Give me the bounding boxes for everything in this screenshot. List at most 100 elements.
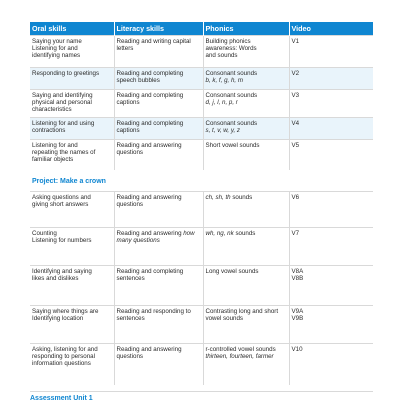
phonics-cell-line: and sounds <box>205 52 238 60</box>
literacy-skills-cell-line: captions <box>116 127 140 135</box>
oral-skills-cell: Saying and identifying physical and perso… <box>30 89 115 118</box>
phonics-cell: Contrasting long and short vowel sounds <box>203 304 290 344</box>
oral-skills-cell-line: Asking questions and <box>32 193 91 201</box>
video-cell: V9A V9B <box>289 304 373 344</box>
literacy-skills-cell-line: Reading and writing capital <box>116 38 191 45</box>
oral-skills-cell-line: characteristics <box>32 106 72 114</box>
oral-skills-cell: Saying your name Listening for and identif… <box>30 35 115 68</box>
phonics-cell-italic: s, t, v, w, y, z <box>205 127 241 135</box>
literacy-skills-cell-line: questions <box>116 149 144 157</box>
video-cell-line: V8A <box>291 267 304 275</box>
literacy-skills-cell-line: sentences <box>116 314 145 322</box>
phonics-cell: Long vowel sounds <box>203 264 290 306</box>
phonics-cell-line: Consonant sounds <box>205 70 258 77</box>
video-cell: V8A V8B <box>289 264 373 306</box>
header-video: Video <box>289 22 373 36</box>
oral-skills-cell: Responding to greetings <box>30 67 115 90</box>
literacy-skills-cell: Reading and answering questions <box>114 342 204 386</box>
video-cell: V10 <box>289 342 373 386</box>
oral-skills-cell-line: Saying your name <box>32 38 82 45</box>
phonics-cell-line: Building phonics <box>205 38 251 45</box>
literacy-skills-cell: Reading and completing captions <box>114 89 204 118</box>
literacy-skills-cell-line: questions <box>116 352 144 360</box>
oral-skills-cell-line: identifying names <box>32 52 81 60</box>
literacy-skills-cell: Reading and answering questions <box>114 139 204 170</box>
video-cell-line: V6 <box>291 193 300 201</box>
phonics-cell: Consonant sounds d, j, l, n, p, r <box>203 89 290 118</box>
phonics-cell: wh, ng, nk sounds <box>203 226 290 266</box>
table-row: Identifying and saying likes and dislikes… <box>30 264 373 306</box>
oral-skills-cell-line: familiar objects <box>32 156 74 164</box>
literacy-skills-cell: Reading and completing captions <box>114 117 204 140</box>
oral-skills-cell: Listening for and repeating the names of f… <box>30 139 115 170</box>
literacy-skills-cell: Reading and completing speech bubbles <box>114 67 204 90</box>
oral-skills-cell-line: Responding to greetings <box>32 70 100 77</box>
literacy-skills-cell-line: Reading and answering <box>116 193 182 201</box>
video-cell-line: V4 <box>291 120 300 127</box>
table-row: Listening for and repeating the names of f… <box>30 139 373 170</box>
literacy-skills-cell-line: sentences <box>116 274 145 282</box>
video-cell-line: V9B <box>291 314 304 322</box>
video-cell-line: V10 <box>291 345 303 353</box>
oral-skills-cell-line: information questions <box>32 360 91 368</box>
literacy-skills-cell: Reading and responding to sentences <box>114 304 204 344</box>
video-cell-line: V9A <box>291 307 304 315</box>
phonics-cell: Consonant sounds b, k, f, g, h, m <box>203 67 290 90</box>
video-cell: V4 <box>289 117 373 140</box>
oral-skills-cell-line: Asking, listening for and <box>32 345 98 353</box>
table-row: Counting Listening for numbers Reading and… <box>30 226 373 266</box>
phonics-cell: ch, sh, th sounds <box>203 190 290 228</box>
literacy-skills-cell: Reading and completing sentences <box>114 264 204 306</box>
oral-skills-cell: Asking, listening for and responding to p… <box>30 342 115 386</box>
oral-skills-cell-line: Counting <box>32 229 57 237</box>
video-cell: V3 <box>289 89 373 118</box>
video-cell: V5 <box>289 139 373 170</box>
table-body: Saying your name Listening for and identif… <box>30 35 373 386</box>
literacy-skills-cell-line: Reading and completing <box>116 70 184 77</box>
oral-skills-cell-line: Listening for numbers <box>32 236 92 244</box>
literacy-skills-cell-line: captions <box>116 99 140 107</box>
oral-skills-cell: Listening for and using contractions <box>30 117 115 140</box>
phonics-cell: Building phonics awareness: Words and soun… <box>203 35 290 68</box>
oral-skills-cell-line: Listening for and <box>32 45 78 53</box>
oral-skills-cell: Asking questions and giving short answers <box>30 190 115 228</box>
literacy-skills-cell-line: Reading and completing <box>116 120 184 127</box>
phonics-cell-line: awareness: Words <box>205 45 257 53</box>
video-cell-line: V5 <box>291 142 300 149</box>
oral-skills-cell: Identifying and saying likes and dislikes <box>30 264 115 306</box>
oral-skills-cell: Counting Listening for numbers <box>30 226 115 266</box>
phonics-cell-line: Short vowel sounds <box>205 142 260 149</box>
table-row: Asking questions and giving short answers… <box>30 190 373 228</box>
literacy-skills-cell-line: Reading and completing <box>116 267 184 275</box>
phonics-cell-line: Consonant sounds <box>205 92 258 99</box>
footer-heading: Assessment Unit 1 <box>30 391 373 405</box>
oral-skills-cell-line: repeating the names of <box>32 149 96 157</box>
table-row: Saying and identifying physical and perso… <box>30 89 373 118</box>
video-cell: V1 <box>289 35 373 68</box>
oral-skills-cell-line: Identifying and saying <box>32 267 92 275</box>
table-row: Saying where things are Identifying locat… <box>30 304 373 344</box>
project-heading: Project: Make a crown <box>30 169 373 192</box>
oral-skills-cell-line: likes and dislikes <box>32 274 79 282</box>
oral-skills-cell-line: Identifying location <box>32 314 84 322</box>
literacy-skills-cell-line: Reading and answering <box>116 345 182 353</box>
project-row: Project: Make a crown <box>30 169 373 192</box>
video-cell: V7 <box>289 226 373 266</box>
phonics-cell-line: Consonant sounds <box>205 120 258 127</box>
phonics-cell: r-controlled vowel sounds thirteen, four… <box>203 342 290 386</box>
video-cell: V2 <box>289 67 373 90</box>
header-literacy-skills: Literacy skills <box>114 22 204 36</box>
table-header-row: Oral skills Literacy skills Phonics Vide… <box>30 22 373 36</box>
oral-skills-cell-line: Saying where things are <box>32 307 99 315</box>
oral-skills-cell-line: Listening for and <box>32 142 78 149</box>
literacy-skills-cell-line: letters <box>116 45 134 53</box>
oral-skills-cell: Saying where things are Identifying locat… <box>30 304 115 344</box>
scope-sequence-page: Oral skills Literacy skills Phonics Vide… <box>30 22 373 386</box>
phonics-cell: Consonant sounds s, t, v, w, y, z <box>203 117 290 140</box>
skills-table: Oral skills Literacy skills Phonics Vide… <box>30 22 373 386</box>
table-row: Saying your name Listening for and identif… <box>30 35 373 68</box>
video-cell-line: V7 <box>291 229 300 237</box>
literacy-skills-cell-line: Reading and completing <box>116 92 184 99</box>
literacy-skills-cell: Reading and answering questions <box>114 190 204 228</box>
video-cell-line: V3 <box>291 92 300 99</box>
